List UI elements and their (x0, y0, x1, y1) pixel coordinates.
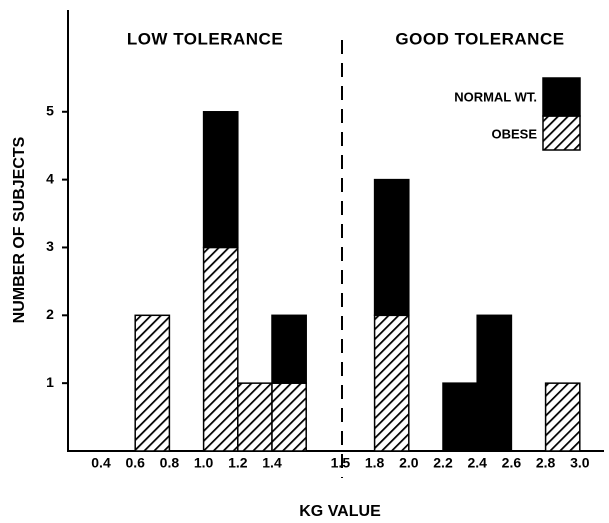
bar (202, 246, 239, 452)
x-tick-label: 0.8 (160, 455, 180, 471)
annotation: GOOD TOLERANCE (395, 29, 564, 48)
bar (544, 382, 581, 452)
bar (373, 314, 410, 452)
bar (271, 314, 307, 384)
x-axis-label: KG VALUE (299, 503, 381, 520)
y-tick-label: 1 (46, 374, 54, 390)
legend-swatch (542, 115, 581, 151)
legend-label: NORMAL WT. (454, 89, 537, 104)
y-tick-label: 4 (46, 170, 54, 186)
y-tick-label: 5 (46, 102, 54, 118)
x-tick-label: 1.8 (365, 455, 385, 471)
x-tick-label: 2.2 (433, 455, 453, 471)
x-tick-label: 2.4 (467, 455, 487, 471)
bar (134, 314, 171, 452)
bar (237, 382, 273, 452)
x-tick-label: 2.6 (502, 455, 522, 471)
bar (442, 382, 478, 452)
bar (202, 111, 239, 249)
x-tick-label: 0.6 (125, 455, 145, 471)
x-tick-label: 1.0 (194, 455, 214, 471)
bar (373, 178, 410, 317)
legend-label: OBESE (491, 126, 537, 141)
x-tick-label: 1.2 (228, 455, 248, 471)
y-tick-label: 2 (46, 306, 54, 322)
x-tick-label: 2.0 (399, 455, 419, 471)
legend-swatch (542, 77, 581, 117)
x-tick-label: 0.4 (91, 455, 111, 471)
bar (476, 314, 513, 452)
bar (271, 382, 307, 452)
x-tick-label: 2.8 (536, 455, 556, 471)
x-tick-label: 1.4 (262, 455, 282, 471)
y-axis-label: NUMBER OF SUBJECTS (11, 136, 28, 323)
x-tick-label: 3.0 (570, 455, 590, 471)
x-tick-label: 1.5 (331, 455, 351, 471)
annotation: LOW TOLERANCE (127, 29, 283, 48)
y-tick-label: 3 (46, 238, 54, 254)
